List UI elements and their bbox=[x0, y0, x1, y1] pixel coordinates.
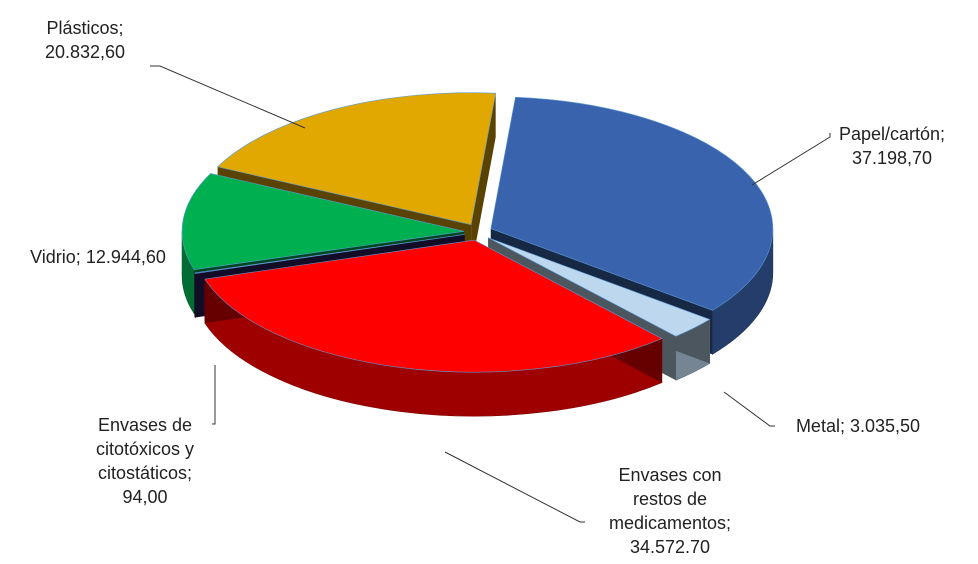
data-label: Envases de citotóxicos y citostáticos; 9… bbox=[75, 413, 215, 509]
slice bbox=[488, 237, 711, 337]
leader-line bbox=[150, 65, 306, 129]
label-name: Plásticos bbox=[46, 18, 119, 38]
label-name: Papel/cartón bbox=[838, 124, 941, 144]
label-name: Metal bbox=[795, 416, 840, 436]
leader-line bbox=[444, 451, 585, 523]
slice bbox=[181, 173, 465, 271]
data-label: Papel/cartón; 37.198,70 bbox=[807, 122, 977, 170]
label-separator: ; bbox=[118, 18, 124, 38]
slice bbox=[204, 239, 663, 373]
label-value: 3.035,50 bbox=[849, 416, 921, 436]
slice bbox=[490, 96, 774, 311]
label-separator: ; bbox=[839, 416, 845, 436]
leader-line bbox=[751, 133, 831, 186]
label-separator: ; bbox=[75, 247, 81, 267]
slice bbox=[217, 92, 497, 226]
leader-line bbox=[723, 391, 775, 427]
label-separator: ; bbox=[187, 463, 193, 483]
leader-line bbox=[212, 365, 216, 425]
label-value: 34.572.70 bbox=[629, 537, 711, 557]
data-label: Envases con restos de medicamentos; 34.5… bbox=[595, 463, 745, 559]
slice-cut bbox=[471, 93, 496, 269]
data-label: Metal; 3.035,50 bbox=[796, 414, 920, 438]
label-value: 37.198,70 bbox=[851, 148, 933, 168]
label-name: Envases con restos de medicamentos bbox=[608, 465, 727, 533]
slice bbox=[194, 234, 465, 274]
label-separator: ; bbox=[940, 124, 946, 144]
label-name: Vidrio bbox=[30, 247, 76, 267]
data-label: Vidrio; 12.944,60 bbox=[30, 245, 166, 269]
label-value: 12.944,60 bbox=[85, 247, 166, 267]
label-separator: ; bbox=[726, 513, 732, 533]
label-value: 94,00 bbox=[122, 487, 168, 507]
label-value: 20.832,60 bbox=[44, 42, 126, 62]
label-name: Envases de citotóxicos y citostáticos bbox=[95, 415, 195, 483]
data-label: Plásticos; 20.832,60 bbox=[10, 16, 160, 64]
